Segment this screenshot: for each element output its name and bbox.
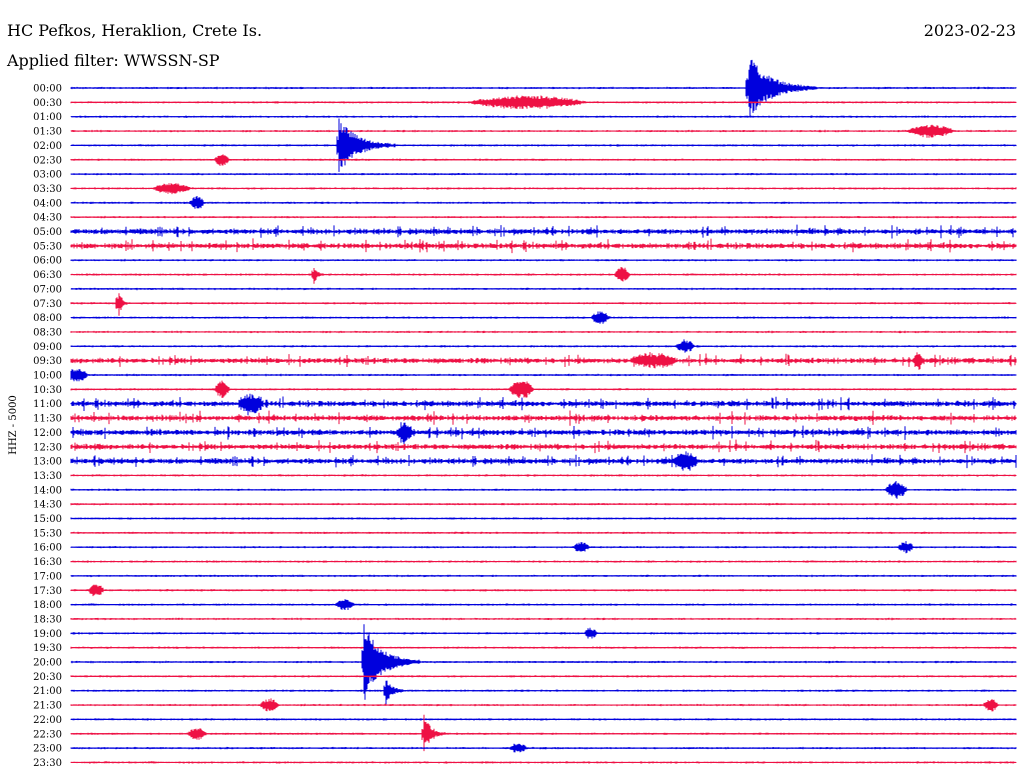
filter-label: Applied filter: WWSSN-SP [6,51,220,70]
row-time-label: 14:00 [33,485,62,496]
row-time-label: 16:00 [33,543,62,554]
row-time-label: 21:00 [33,686,62,697]
row-time-label: 12:00 [33,428,62,439]
row-time-label: 20:30 [33,672,62,683]
row-time-label: 00:00 [33,84,62,95]
row-time-label: 06:00 [33,256,62,267]
row-time-label: 02:00 [33,141,62,152]
row-time-label: 07:00 [33,284,62,295]
row-time-label: 16:30 [33,557,62,568]
row-time-label: 03:30 [33,184,62,195]
row-time-label: 13:30 [33,471,62,482]
row-time-label: 07:30 [33,299,62,310]
row-time-label: 03:00 [33,170,62,181]
row-time-label: 23:30 [33,758,62,769]
row-time-label: 04:00 [33,198,62,209]
row-time-label: 00:30 [33,98,62,109]
row-time-label: 06:30 [33,270,62,281]
row-time-label: 19:00 [33,629,62,640]
row-time-label: 08:00 [33,313,62,324]
row-time-label: 21:30 [33,701,62,712]
row-time-label: 12:30 [33,442,62,453]
row-time-label: 10:30 [33,385,62,396]
trace-line [70,680,1017,705]
row-time-label: 17:00 [33,571,62,582]
row-time-label: 10:00 [33,371,62,382]
row-time-label: 01:30 [33,127,62,138]
row-time-label: 08:30 [33,327,62,338]
row-time-label: 09:00 [33,342,62,353]
row-time-label: 11:30 [33,414,62,425]
row-time-label: 22:30 [33,729,62,740]
row-time-label: 17:30 [33,586,62,597]
y-axis-label: HHZ - 5000 [8,395,19,455]
trace-line [70,422,1017,444]
row-time-label: 01:00 [33,112,62,123]
row-time-label: 18:00 [33,600,62,611]
row-time-label: 15:30 [33,528,62,539]
row-time-label: 04:30 [33,213,62,224]
row-time-label: 13:00 [33,457,62,468]
row-time-label: 05:30 [33,241,62,252]
station-title: HC Pefkos, Heraklion, Crete Is. [7,21,262,40]
row-time-label: 09:30 [33,356,62,367]
row-time-label: 14:30 [33,500,62,511]
trace-line [70,293,1017,316]
trace-line [70,393,1017,416]
row-time-label: 15:00 [33,514,62,525]
row-time-label: 05:00 [33,227,62,238]
row-time-label: 22:00 [33,715,62,726]
row-time-label: 23:00 [33,744,62,755]
row-time-label: 19:30 [33,643,62,654]
row-time-label: 02:30 [33,155,62,166]
row-time-label: 11:00 [33,399,62,410]
date-label: 2023-02-23 [924,21,1016,40]
row-time-label: 20:00 [33,658,62,669]
trace-line [70,267,1017,284]
trace-rows: 00:00 00:30 01:00 01:30 02:00 02:30 03:00 03:30… [33,59,1017,769]
row-time-label: 18:30 [33,614,62,625]
